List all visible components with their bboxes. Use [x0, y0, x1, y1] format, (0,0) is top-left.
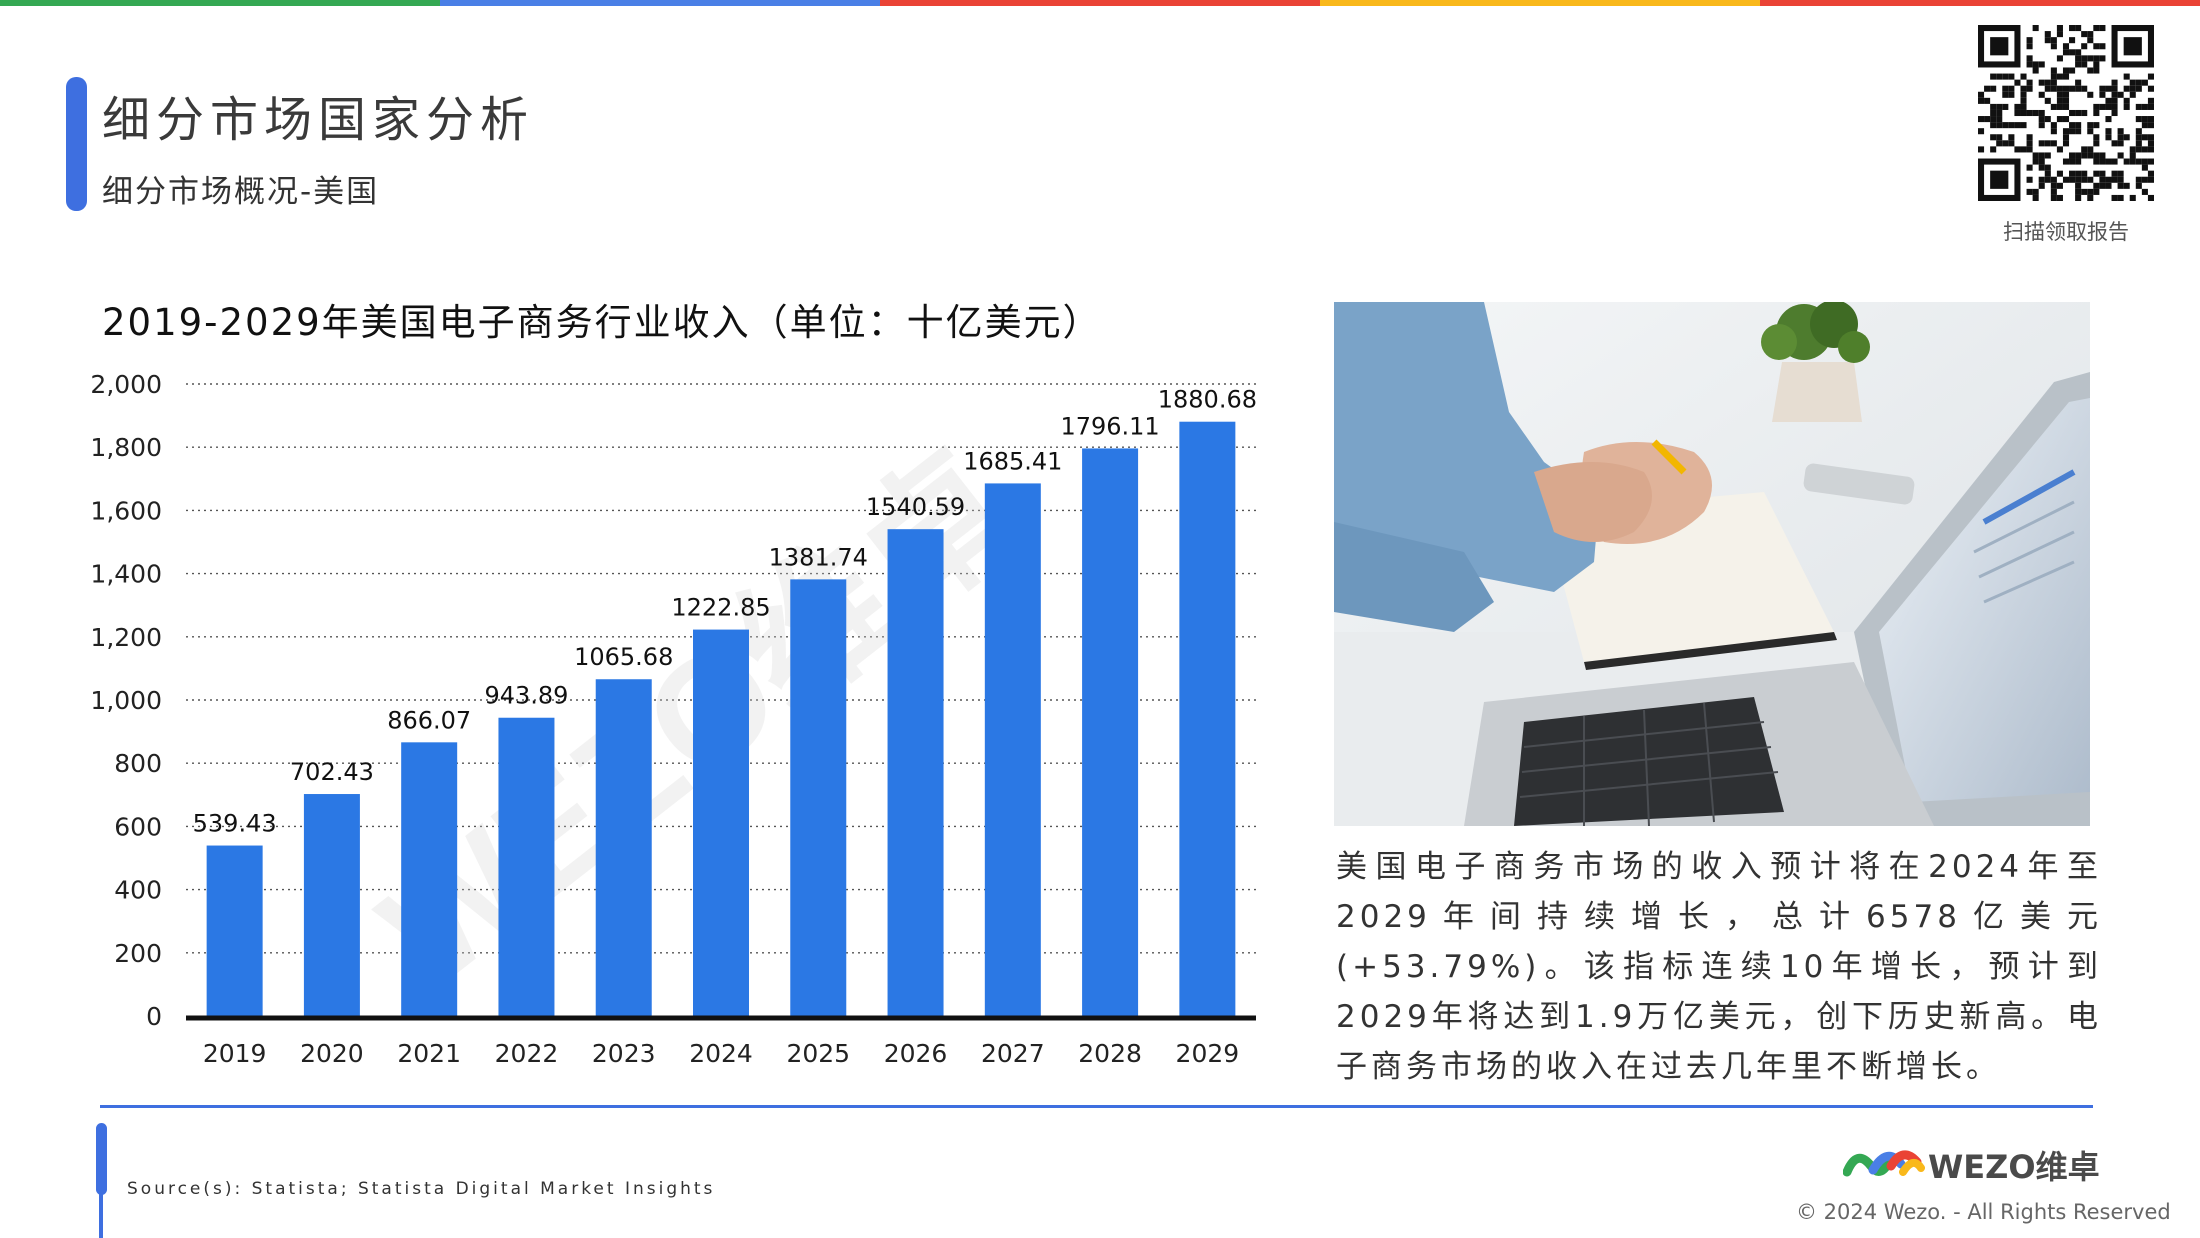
- y-tick-label: 1,200: [90, 623, 162, 652]
- bar-chart: WEZO维卓 02004006008001,0001,2001,4001,600…: [90, 370, 1257, 1068]
- bar-2029: [1179, 421, 1236, 1017]
- data-label: 1381.74: [769, 543, 868, 571]
- bar-2019: [206, 845, 263, 1016]
- y-tick-label: 1,800: [90, 433, 162, 462]
- y-tick-label: 1,600: [90, 496, 162, 525]
- data-label: 1685.41: [963, 447, 1062, 475]
- top-bar-segment: [1760, 0, 2200, 6]
- top-bar-segment: [0, 0, 440, 6]
- data-label: 1540.59: [866, 493, 965, 521]
- x-tick-label: 2027: [981, 1039, 1045, 1068]
- y-tick-label: 800: [114, 749, 162, 778]
- logo-text: WEZO维卓: [1928, 1148, 2100, 1186]
- laptop-workspace-photo: [1334, 302, 2090, 826]
- x-tick-label: 2025: [786, 1039, 850, 1068]
- data-label: 1796.11: [1060, 412, 1159, 440]
- data-label: 866.07: [387, 706, 471, 734]
- y-tick-label: 1,400: [90, 560, 162, 589]
- y-tick-label: 2,000: [90, 370, 162, 399]
- data-label: 702.43: [290, 758, 374, 786]
- footer-accent-line: [99, 1190, 103, 1238]
- bar-2027: [984, 483, 1041, 1017]
- top-bar-segment: [880, 0, 1320, 6]
- bar-2028: [1082, 448, 1139, 1017]
- title-accent-bar: [66, 77, 87, 211]
- bar-2021: [401, 742, 458, 1016]
- y-tick-label: 600: [114, 812, 162, 841]
- x-tick-label: 2021: [397, 1039, 461, 1068]
- x-tick-label: 2029: [1176, 1039, 1240, 1068]
- chart-title: 2019-2029年美国电子商务行业收入（单位：十亿美元）: [102, 301, 1102, 344]
- footer-accent-bar: [96, 1123, 107, 1195]
- page-subtitle: 细分市场概况-美国: [102, 174, 380, 210]
- x-tick-label: 2023: [592, 1039, 656, 1068]
- x-tick-label: 2024: [689, 1039, 753, 1068]
- y-tick-label: 200: [114, 939, 162, 968]
- footer-divider: [100, 1105, 2093, 1108]
- bar-2025: [790, 579, 847, 1016]
- market-description: 美国电子商务市场的收入预计将在2024年至2029年间持续增长，总计6578亿美…: [1336, 849, 2102, 1085]
- bar-2024: [693, 629, 749, 1016]
- x-tick-label: 2028: [1078, 1039, 1142, 1068]
- y-tick-label: 0: [146, 1002, 162, 1031]
- data-label: 1065.68: [574, 643, 673, 671]
- qr-code-icon[interactable]: [1978, 25, 2154, 201]
- y-tick-label: 1,000: [90, 686, 162, 715]
- data-label: 1222.85: [671, 594, 770, 622]
- x-tick-label: 2020: [300, 1039, 364, 1068]
- wezo-logo: WEZO维卓: [1843, 1148, 2100, 1186]
- top-bar-segment: [1320, 0, 1760, 6]
- bar-2020: [303, 794, 360, 1016]
- x-tick-label: 2022: [495, 1039, 559, 1068]
- data-label: 539.43: [193, 810, 277, 838]
- qr-caption: 扫描领取报告: [2003, 220, 2129, 244]
- x-tick-label: 2019: [203, 1039, 267, 1068]
- bar-2022: [498, 717, 555, 1016]
- top-color-bar: [0, 0, 2200, 6]
- y-tick-label: 400: [114, 876, 162, 905]
- top-bar-segment: [440, 0, 880, 6]
- data-label: 1880.68: [1158, 386, 1257, 414]
- x-tick-label: 2026: [884, 1039, 948, 1068]
- bar-2026: [887, 529, 944, 1016]
- page-title: 细分市场国家分析: [102, 92, 535, 148]
- copyright: © 2024 Wezo. - All Rights Reserved: [1796, 1200, 2171, 1224]
- bar-2023: [595, 679, 652, 1016]
- source-note: Source(s): Statista; Statista Digital Ma…: [127, 1179, 716, 1199]
- data-label: 943.89: [484, 682, 568, 710]
